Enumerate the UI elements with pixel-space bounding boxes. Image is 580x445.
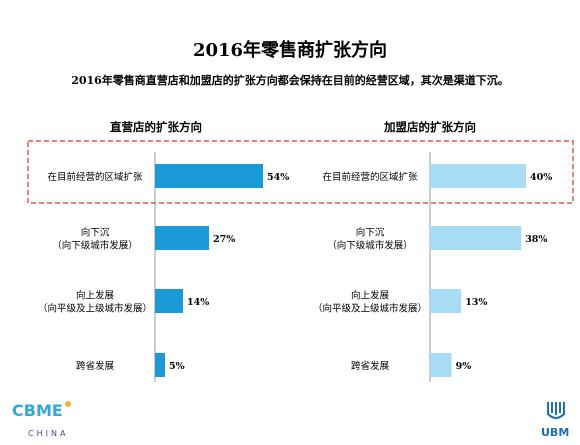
category-label-franchise-3: 向上发展	[351, 290, 390, 302]
bar-direct-2	[155, 226, 209, 250]
value-label-direct-1: 54%	[267, 172, 289, 183]
category-label-direct-2: 向下沉	[81, 227, 110, 239]
cbme-logo: CBME CHINA	[12, 401, 71, 438]
bar-franchise-1	[430, 164, 526, 188]
category-label-direct-4: 跨省发展	[76, 360, 115, 372]
value-label-franchise-2: 38%	[525, 234, 547, 245]
page-title: 2016年零售商扩张方向	[192, 40, 388, 61]
bar-direct-4	[155, 353, 165, 377]
ubm-logo: UBM	[541, 402, 569, 439]
bar-direct-1	[155, 164, 263, 188]
category-label-franchise-2: 向下沉	[356, 227, 385, 239]
cbme-logo-dot	[65, 401, 71, 407]
value-label-franchise-1: 40%	[530, 172, 552, 183]
category-label-direct-3: （向平级及上级城市发展）	[38, 303, 152, 315]
bar-franchise-3	[430, 289, 462, 313]
ubm-logo-text: UBM	[541, 426, 569, 439]
value-label-direct-2: 27%	[213, 234, 235, 245]
highlight-box	[27, 140, 574, 204]
category-label-direct-2: （向下级城市发展）	[52, 240, 138, 252]
bar-franchise-4	[430, 353, 452, 377]
ubm-logo-mark	[547, 402, 565, 419]
category-label-franchise-2: （向下级城市发展）	[327, 240, 413, 252]
value-label-direct-4: 5%	[169, 361, 185, 372]
bar-direct-3	[155, 289, 183, 313]
chart-title-direct: 直营店的扩张方向	[110, 120, 202, 134]
bar-franchise-2	[430, 226, 522, 250]
value-label-franchise-3: 13%	[465, 297, 487, 308]
category-label-direct-3: 向上发展	[76, 290, 115, 302]
chart-title-franchise: 加盟店的扩张方向	[383, 120, 476, 134]
value-label-franchise-4: 9%	[456, 361, 472, 372]
category-label-franchise-4: 跨省发展	[351, 360, 390, 372]
cbme-logo-text: CBME	[12, 401, 63, 420]
cbme-logo-sub: CHINA	[28, 429, 68, 438]
category-label-direct-1: 在目前经营的区域扩张	[47, 171, 143, 183]
category-label-franchise-3: （向平级及上级城市发展）	[313, 303, 427, 315]
value-label-direct-3: 14%	[187, 297, 209, 308]
page-subtitle: 2016年零售商直营店和加盟店的扩张方向都会保持在目前的经营区域，其次是渠道下沉…	[71, 74, 509, 87]
category-label-franchise-1: 在目前经营的区域扩张	[322, 171, 418, 183]
